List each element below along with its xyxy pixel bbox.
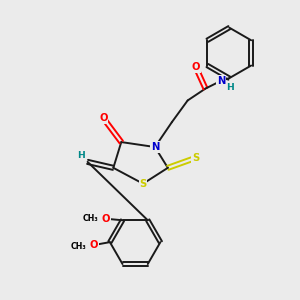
Text: N: N (217, 76, 226, 85)
Text: H: H (77, 151, 85, 160)
Text: H: H (226, 83, 234, 92)
Text: CH₃: CH₃ (83, 214, 99, 223)
Text: N: N (151, 142, 159, 152)
Text: S: S (192, 153, 199, 163)
Text: O: O (89, 240, 98, 250)
Text: O: O (191, 62, 200, 72)
Text: CH₃: CH₃ (70, 242, 86, 251)
Text: S: S (140, 179, 147, 189)
Text: O: O (99, 113, 108, 123)
Text: O: O (102, 214, 110, 224)
